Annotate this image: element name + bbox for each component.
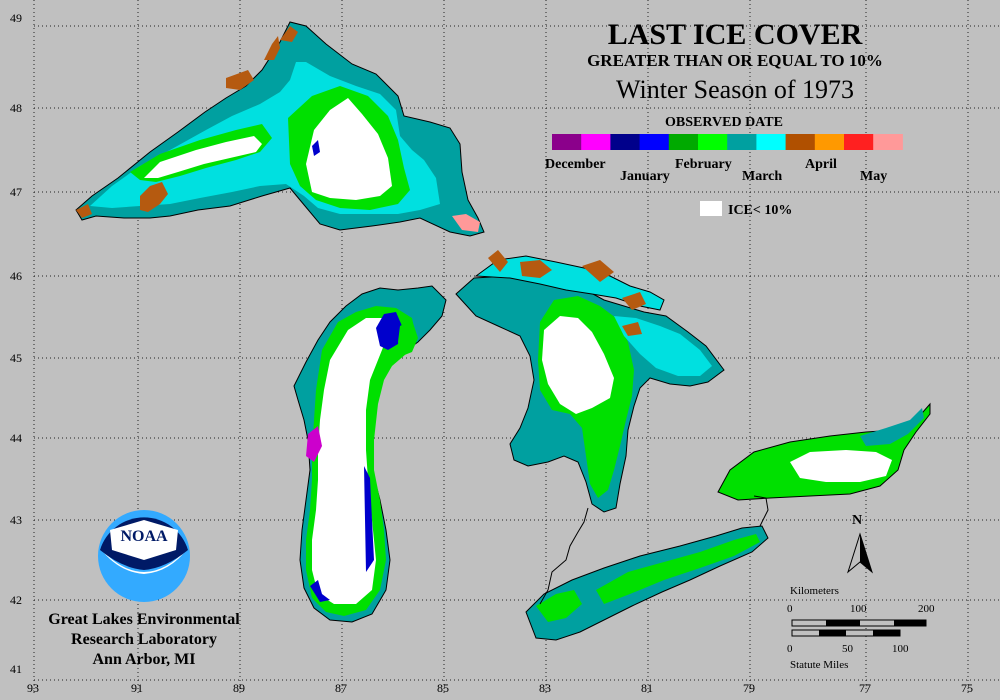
ice-less-10-swatch (700, 201, 722, 216)
credit-line-2: Research Laboratory (71, 631, 217, 648)
credit-line-1: Great Lakes Environmental (48, 611, 240, 628)
longitude-labels: 93 91 89 87 85 83 81 79 77 75 (27, 681, 973, 695)
lat-label: 47 (10, 185, 22, 199)
legend-swatch (668, 134, 699, 150)
lat-label: 41 (10, 662, 22, 676)
latitude-labels: 49 48 47 46 45 44 43 42 41 (10, 11, 22, 676)
map-title: LAST ICE COVER (608, 18, 863, 51)
legend-swatch (698, 134, 728, 150)
legend-header: OBSERVED DATE (665, 115, 783, 130)
lake-ontario (717, 402, 931, 501)
legend-swatch (639, 134, 670, 150)
legend-swatch (756, 134, 787, 150)
scale-mi-tick: 100 (892, 643, 909, 655)
map-subtitle: GREATER THAN OR EQUAL TO 10% (587, 51, 883, 70)
legend-swatch (785, 134, 816, 150)
scale-bar: Kilometers 0 100 200 0 50 100 Statute Mi… (787, 585, 935, 671)
lon-label: 83 (539, 681, 551, 695)
lon-label: 89 (233, 681, 245, 695)
legend-month-december: December (545, 157, 606, 172)
lat-label: 43 (10, 513, 22, 527)
lon-label: 79 (743, 681, 755, 695)
lake-huron (455, 250, 725, 513)
credit-block: Great Lakes Environmental Research Labor… (48, 611, 240, 668)
scale-km-tick: 200 (918, 603, 935, 615)
legend-swatch (814, 134, 845, 150)
lat-label: 48 (10, 101, 22, 115)
connecting-rivers (539, 495, 769, 605)
scale-km-tick: 0 (787, 603, 793, 615)
legend-swatch (581, 134, 611, 150)
lat-label: 44 (10, 431, 22, 445)
legend-swatch (727, 134, 757, 150)
lon-label: 77 (859, 681, 871, 695)
graticule (33, 0, 1000, 695)
scale-km-tick: 100 (850, 603, 867, 615)
lon-label: 81 (641, 681, 653, 695)
ice-less-10-label: ICE< 10% (728, 203, 792, 218)
lon-label: 87 (335, 681, 347, 695)
noaa-logo: NOAA (98, 510, 190, 602)
lon-label: 85 (437, 681, 449, 695)
scale-mi-tick: 0 (787, 643, 793, 655)
legend-swatch (552, 134, 582, 150)
legend-month-february: February (675, 157, 732, 172)
legend-color-bar (552, 134, 903, 150)
lake-superior (75, 21, 485, 237)
legend-swatch (873, 134, 903, 150)
lat-label: 46 (10, 269, 22, 283)
noaa-logo-text: NOAA (120, 528, 168, 545)
lat-label: 45 (10, 351, 22, 365)
lake-michigan (293, 285, 447, 623)
north-arrow: N (847, 513, 873, 574)
lon-label: 75 (961, 681, 973, 695)
legend-month-january: January (620, 169, 670, 184)
north-arrow-shade (860, 534, 872, 572)
lon-label: 93 (27, 681, 39, 695)
scale-mi-tick: 50 (842, 643, 854, 655)
lon-label: 91 (131, 681, 143, 695)
scale-km-label: Kilometers (790, 585, 839, 597)
north-label: N (852, 513, 862, 528)
lat-label: 42 (10, 593, 22, 607)
scale-mi-label: Statute Miles (790, 659, 848, 671)
legend-swatch (610, 134, 641, 150)
legend-month-april: April (805, 157, 837, 172)
season-title: Winter Season of 1973 (616, 75, 854, 104)
observed-date-legend: OBSERVED DATE December February April Ja… (545, 115, 903, 218)
credit-line-3: Ann Arbor, MI (93, 651, 196, 668)
legend-month-march: March (742, 169, 782, 184)
lat-label: 49 (10, 11, 22, 25)
legend-swatch (844, 134, 874, 150)
lake-erie (525, 525, 769, 641)
legend-month-may: May (860, 169, 887, 184)
